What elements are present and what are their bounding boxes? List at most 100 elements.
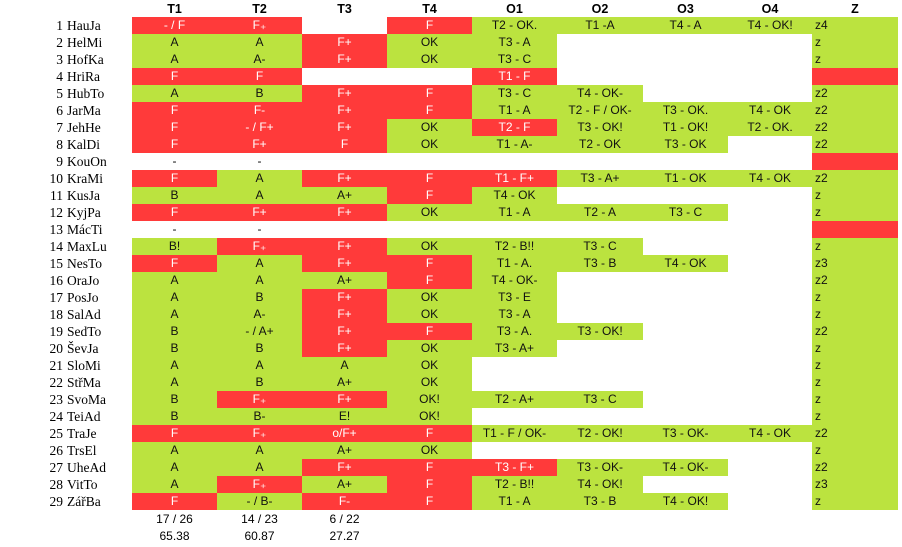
grade-cell-t4: OK (387, 340, 472, 357)
student-name-cell: 2 HelMi (0, 34, 132, 51)
grade-cell-t1: F (132, 68, 217, 85)
grade-cell-o4 (728, 306, 812, 323)
grade-cell-o2: T3 - A+ (557, 170, 643, 187)
grade-cell-o1 (472, 221, 557, 238)
grade-cell-t2: F+ (217, 204, 302, 221)
grade-cell-o2 (557, 272, 643, 289)
grade-cell-t2: F₊ (217, 476, 302, 493)
grade-cell-t1: B (132, 187, 217, 204)
grade-cell-t1: A (132, 476, 217, 493)
student-name-cell: 8 KalDi (0, 136, 132, 153)
grade-cell-t2: A (217, 357, 302, 374)
student-name-cell: 12 KyjPa (0, 204, 132, 221)
grade-cell-t1: A (132, 442, 217, 459)
grade-cell-o4 (728, 374, 812, 391)
summary-percentage-t3: 27.27 (329, 529, 360, 543)
student-name-cell: 21 SloMi (0, 357, 132, 374)
student-name: OraJo (67, 273, 100, 288)
grade-cell-o4 (728, 323, 812, 340)
grade-cell-z: z2 (812, 272, 898, 289)
grade-cell-t2: F- (217, 102, 302, 119)
row-number: 19 (49, 324, 64, 339)
grade-cell-z: z (812, 493, 898, 510)
grade-cell-o3 (643, 442, 728, 459)
grade-cell-o4 (728, 238, 812, 255)
grade-cell-t2: F (217, 68, 302, 85)
row-number: 6 (56, 103, 63, 118)
student-name-cell: 17 PosJo (0, 289, 132, 306)
grade-cell-o3 (643, 391, 728, 408)
grade-cell-o2 (557, 51, 643, 68)
grade-cell-t2: F₊ (217, 425, 302, 442)
grade-cell-t4 (387, 68, 472, 85)
student-name: KraMi (67, 171, 103, 186)
grade-cell-t3: F+ (302, 51, 387, 68)
grade-cell-t4: OK (387, 119, 472, 136)
student-name: JehHe (67, 120, 101, 135)
grade-cell-o1 (472, 374, 557, 391)
grade-cell-o3: T4 - OK (643, 255, 728, 272)
grade-cell-t3 (302, 17, 387, 34)
row-number: 18 (49, 307, 64, 322)
row-number: 16 (49, 273, 64, 288)
student-name-cell: 22 StřMa (0, 374, 132, 391)
grade-cell-o4 (728, 357, 812, 374)
student-name: KusJa (67, 188, 100, 203)
row-number: 4 (56, 69, 63, 84)
grade-cell-o3: T4 - A (643, 17, 728, 34)
grade-cell-o2 (557, 442, 643, 459)
grade-cell-t4: OK (387, 238, 472, 255)
grade-cell-t3: F+ (302, 459, 387, 476)
grade-cell-z: z (812, 34, 898, 51)
student-name: VitTo (67, 477, 98, 492)
grade-cell-o3 (643, 187, 728, 204)
student-name-cell: 3 HofKa (0, 51, 132, 68)
grade-cell-t4: OK (387, 306, 472, 323)
row-number: 10 (49, 171, 64, 186)
grade-cell-t4: F (387, 170, 472, 187)
grade-cell-t2: B (217, 85, 302, 102)
grade-cell-o1: T3 - E (472, 289, 557, 306)
grade-cell-o3 (643, 374, 728, 391)
grade-cell-o2: T3 - B (557, 255, 643, 272)
grade-cell-z: z2 (812, 170, 898, 187)
student-name-cell: 27 UheAd (0, 459, 132, 476)
summary-empty (387, 510, 472, 527)
grade-cell-t2: A (217, 442, 302, 459)
row-number: 24 (49, 409, 64, 424)
grade-cell-t1: B (132, 323, 217, 340)
grade-cell-t1: B (132, 340, 217, 357)
student-name-cell: 19 SedTo (0, 323, 132, 340)
grade-cell-t2: - (217, 153, 302, 170)
student-name: PosJo (67, 290, 99, 305)
grade-cell-o1: T1 - A- (472, 136, 557, 153)
summary-empty (728, 527, 812, 544)
student-name-cell: 23 SvoMa (0, 391, 132, 408)
grade-cell-t1: A (132, 289, 217, 306)
grade-cell-t2: A (217, 459, 302, 476)
grade-cell-t1: A (132, 34, 217, 51)
grade-cell-z: z2 (812, 425, 898, 442)
summary-ratio-t3: 6 / 22 (329, 512, 360, 526)
grade-cell-o1: T4 - OK- (472, 272, 557, 289)
grade-cell-o1: T1 - F / OK- (472, 425, 557, 442)
grade-cell-o1: T2 - OK. (472, 17, 557, 34)
grade-cell-t1: F (132, 119, 217, 136)
grade-cell-o2 (557, 221, 643, 238)
grade-cell-z: z3 (812, 255, 898, 272)
row-number: 1 (56, 18, 63, 33)
student-name-cell: 28 VitTo (0, 476, 132, 493)
grade-cell-o3: T3 - C (643, 204, 728, 221)
student-name-cell: 26 TrsEl (0, 442, 132, 459)
student-name: KyjPa (67, 205, 101, 220)
grade-cell-t3: F (302, 136, 387, 153)
student-name: KouOn (67, 154, 107, 169)
grade-cell-o1: T1 - F+ (472, 170, 557, 187)
grade-cell-t1: A (132, 272, 217, 289)
grade-cell-t3: A+ (302, 374, 387, 391)
grade-cell-z (812, 221, 898, 238)
grade-cell-z (812, 153, 898, 170)
grade-cell-t3: F+ (302, 306, 387, 323)
grade-cell-o3 (643, 323, 728, 340)
grade-cell-o1: T3 - C (472, 85, 557, 102)
